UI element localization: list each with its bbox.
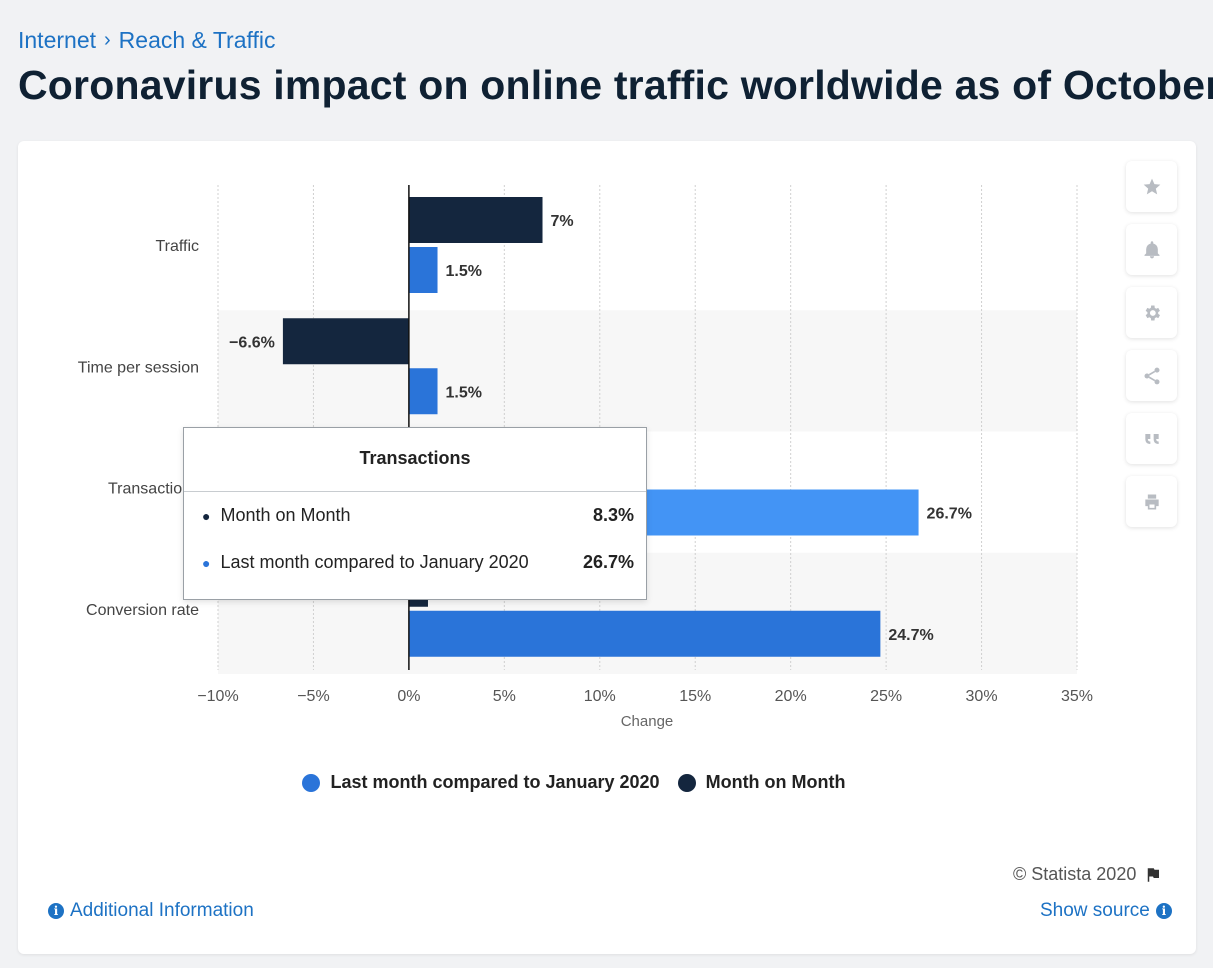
gear-icon [1145,305,1160,320]
tooltip-bullet: ● [202,507,211,524]
share-icon [1144,367,1159,384]
legend-marker [677,773,696,792]
x-tick-label: −5% [297,688,329,705]
x-tick-label: 35% [1061,688,1093,705]
bar [408,197,543,243]
category-label: Traffic [155,238,199,255]
legend-label: Last month compared to January 2020 [330,772,660,792]
x-axis-title: Change [621,713,674,730]
info-icon: i [1155,903,1172,919]
legend-label: Month on Month [705,772,846,792]
x-tick-label: 15% [679,688,711,705]
favorite-button[interactable] [1126,161,1177,212]
data-label: 1.5% [446,263,482,280]
data-label: 7% [551,213,574,230]
bar [282,318,409,365]
category-label: Time per session [78,359,199,376]
page-title: Coronavirus impact on online traffic wor… [18,62,1213,108]
data-label: 26.7% [927,506,972,523]
legend-marker [302,773,321,792]
info-icon: i [48,903,64,919]
tooltip-row: ● Month on Month 8.3% [184,492,646,539]
copyright-text: © Statista 2020 [1013,864,1137,884]
print-icon [1144,494,1159,509]
cite-button[interactable] [1126,413,1177,464]
show-source-label: Show source [1040,900,1150,921]
additional-information-label: Additional Information [70,900,254,921]
print-button[interactable] [1126,476,1177,527]
breadcrumb: Internet › Reach & Traffic [18,27,275,54]
x-tick-label: 20% [775,688,807,705]
copyright: © Statista 2020 [1013,864,1162,885]
category-label: Transactions [108,481,199,498]
x-tick-label: −10% [197,688,238,705]
tooltip-row-label: Month on Month [220,505,351,525]
legend-item-last-month[interactable]: Last month compared to January 2020 [302,772,660,793]
x-tick-label: 5% [493,688,516,705]
breadcrumb-separator: › [104,29,111,51]
data-label: −6.6% [229,334,275,351]
chart-toolbar [1126,161,1177,527]
data-label: 24.7% [888,627,933,644]
show-source-link[interactable]: Show source i [1040,900,1172,922]
bell-icon [1144,240,1159,258]
tooltip-row-value: 8.3% [592,505,634,525]
flag-icon[interactable] [1144,866,1162,884]
x-tick-label: 10% [584,688,616,705]
x-tick-label: 30% [966,688,998,705]
x-tick-label: 0% [397,688,420,705]
bar [408,368,438,415]
tooltip-row-value: 26.7% [582,552,634,572]
category-label: Conversion rate [86,602,199,619]
tooltip-bullet: ● [202,554,211,571]
breadcrumb-reach-traffic[interactable]: Reach & Traffic [118,27,276,53]
star-icon [1143,178,1160,194]
legend-item-month-on-month[interactable]: Month on Month [677,772,846,793]
tooltip-title: Transactions [184,428,646,492]
share-button[interactable] [1126,350,1177,401]
settings-button[interactable] [1126,287,1177,338]
bar [408,610,881,657]
tooltip-row: ● Last month compared to January 2020 26.… [184,539,646,586]
chart-legend: Last month compared to January 2020 Mont… [0,772,1148,793]
notification-button[interactable] [1126,224,1177,275]
chart-tooltip: Transactions ● Month on Month 8.3% ● Last … [183,427,647,600]
tooltip-row-label: Last month compared to January 2020 [220,552,529,572]
additional-information-link[interactable]: i Additional Information [48,900,254,922]
bar [408,247,438,293]
breadcrumb-internet[interactable]: Internet [18,27,96,53]
x-tick-label: 25% [870,688,902,705]
data-label: 1.5% [446,384,482,401]
quote-icon [1144,433,1159,444]
